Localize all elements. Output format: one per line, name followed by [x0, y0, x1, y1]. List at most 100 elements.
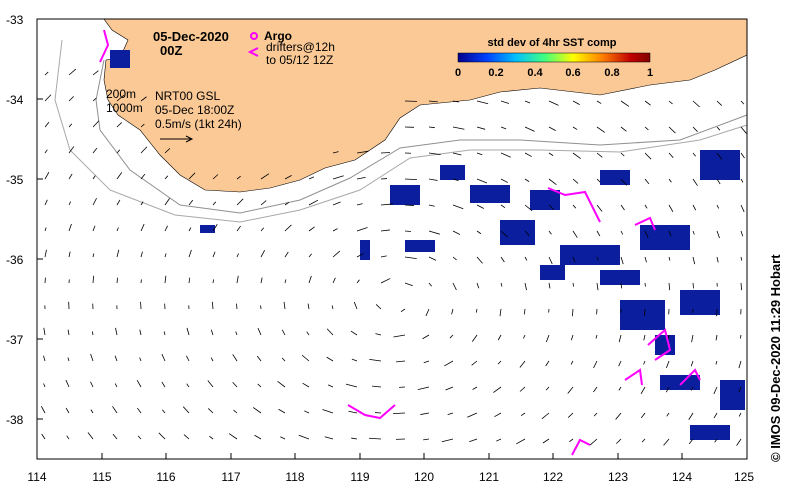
- current-vector: [475, 308, 478, 313]
- current-vector: [548, 178, 557, 185]
- current-vector: [161, 381, 166, 388]
- y-axis: -33 -34 -35 -36 -37 -38: [6, 13, 43, 427]
- current-vector: [524, 152, 532, 157]
- plot-border: [36, 18, 748, 460]
- current-vector: [668, 100, 673, 105]
- colorbar: [457, 52, 651, 63]
- current-vector: [87, 432, 94, 440]
- current-vector: [500, 230, 508, 238]
- current-vector: [65, 407, 70, 414]
- current-vector: [663, 438, 670, 446]
- current-vector: [68, 223, 72, 232]
- current-vector: [66, 435, 70, 440]
- current-vector: [380, 278, 391, 284]
- current-vector: [452, 282, 457, 291]
- current-vector: [232, 354, 238, 362]
- current-vector: [112, 406, 118, 414]
- current-vector: [716, 178, 721, 185]
- current-vector: [467, 412, 478, 418]
- current-vector: [404, 230, 411, 232]
- current-vector: [228, 433, 238, 440]
- current-vector: [302, 382, 310, 388]
- current-vector: [716, 204, 720, 209]
- current-vector: [596, 178, 601, 183]
- current-vector: [596, 230, 601, 237]
- current-vector: [499, 308, 502, 317]
- current-vector: [738, 412, 742, 417]
- current-vector: [92, 120, 100, 128]
- current-vector: [112, 433, 118, 440]
- current-vector: [740, 230, 744, 237]
- current-vector: [452, 204, 464, 210]
- current-vector: [589, 438, 598, 446]
- current-vector: [500, 126, 507, 130]
- current-vector: [116, 149, 121, 154]
- y-tick-label: -36: [6, 253, 24, 267]
- colorbar-tick: 0.6: [565, 67, 580, 79]
- current-vector: [620, 178, 627, 186]
- x-tick-label: 116: [156, 470, 175, 484]
- current-vector: [43, 355, 46, 362]
- drifters-line2: to 05/12 12Z: [266, 53, 333, 67]
- current-vector: [140, 96, 147, 102]
- y-tick-label: -38: [6, 413, 24, 427]
- current-vector: [254, 434, 262, 440]
- current-vector: [740, 282, 742, 291]
- current-vector: [688, 438, 694, 445]
- current-vector: [322, 409, 334, 414]
- current-vector: [428, 230, 440, 235]
- current-vector: [476, 100, 489, 105]
- current-vector: [688, 412, 694, 420]
- current-vector: [140, 201, 144, 206]
- current-vector: [140, 223, 145, 232]
- current-vector: [65, 379, 70, 388]
- current-vector: [472, 386, 478, 390]
- current-vector: [137, 435, 142, 440]
- current-vector: [44, 94, 52, 102]
- current-vector: [326, 356, 334, 362]
- y-tick-label: -37: [6, 333, 24, 347]
- product-label: NRT00 GSL: [155, 89, 220, 103]
- x-tick-label: 125: [734, 470, 754, 484]
- current-vector: [593, 386, 598, 393]
- current-vector: [445, 386, 454, 391]
- current-vector: [572, 152, 581, 159]
- current-vector: [92, 253, 95, 258]
- current-vector: [666, 412, 670, 417]
- current-vector: [256, 355, 262, 362]
- current-vector: [716, 100, 723, 106]
- current-vector: [471, 334, 478, 342]
- current-vector: [493, 386, 502, 393]
- current-vector: [92, 175, 96, 180]
- contour-200m: [95, 59, 748, 214]
- current-vector: [236, 303, 238, 310]
- current-vector: [428, 178, 438, 181]
- drifter-tracks: [99, 29, 701, 456]
- current-vector: [114, 383, 118, 388]
- current-vector: [306, 331, 310, 336]
- current-vector: [641, 438, 646, 443]
- current-vector: [738, 386, 742, 393]
- current-vector: [643, 334, 646, 341]
- y-tick-label: -34: [6, 93, 24, 107]
- current-vector: [715, 360, 718, 365]
- current-vector: [396, 360, 406, 363]
- current-vector: [567, 412, 574, 418]
- current-vector: [324, 436, 334, 440]
- current-vector: [620, 256, 624, 265]
- current-vector: [496, 438, 502, 442]
- current-vector: [260, 227, 265, 232]
- current-vector: [572, 126, 578, 130]
- current-vector: [692, 126, 698, 132]
- current-vector: [542, 438, 550, 444]
- current-vector: [137, 407, 142, 414]
- current-vector: [500, 100, 510, 104]
- current-vector: [618, 334, 622, 343]
- current-vector: [692, 230, 695, 235]
- current-vector: [232, 381, 238, 388]
- current-vector: [428, 204, 435, 207]
- current-vector: [348, 410, 358, 414]
- current-vector: [92, 97, 97, 102]
- current-vector: [284, 251, 289, 258]
- current-vector: [188, 172, 196, 180]
